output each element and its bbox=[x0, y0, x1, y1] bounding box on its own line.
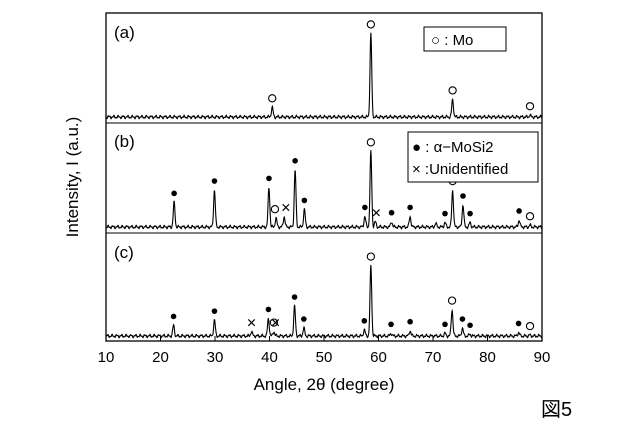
peak-marker-b-circle-filled-7 bbox=[362, 204, 368, 211]
legend-b: ● : α−MoSi2 × :Unidentified bbox=[407, 131, 539, 183]
peak-marker-c-circle-filled-16 bbox=[515, 320, 522, 327]
peak-marker-c-circle-filled-7 bbox=[301, 316, 307, 322]
peak-marker-b-cross-9 bbox=[372, 209, 380, 217]
peak-marker-b-circle-filled-14 bbox=[460, 193, 466, 199]
peak-marker-b-circle-open-3 bbox=[270, 205, 280, 214]
x-tick-label-50: 50 bbox=[316, 349, 333, 366]
peak-marker-b-circle-filled-0 bbox=[171, 190, 177, 197]
legend-mo-label: ○ : Mo bbox=[431, 32, 473, 49]
x-tick-label-90: 90 bbox=[534, 349, 551, 366]
peak-marker-c-circle-filled-12 bbox=[442, 321, 448, 328]
x-tick-label-30: 30 bbox=[207, 349, 224, 366]
peak-marker-c-circle-filled-15 bbox=[467, 322, 473, 329]
x-tick-label-20: 20 bbox=[152, 349, 169, 366]
y-axis-title: Intensity, I (a.u.) bbox=[63, 117, 82, 238]
peak-marker-c-cross-2 bbox=[247, 318, 256, 327]
peak-marker-b-circle-filled-6 bbox=[301, 197, 308, 204]
legend-b-box bbox=[407, 131, 539, 183]
peak-marker-c-cross-5 bbox=[271, 318, 280, 327]
peak-markers bbox=[170, 20, 535, 331]
peak-marker-c-circle-open-9 bbox=[366, 252, 376, 261]
peak-marker-b-circle-filled-12 bbox=[442, 210, 448, 217]
panel-label-a: (a) bbox=[114, 23, 135, 42]
peak-marker-a-circle-open-2 bbox=[448, 86, 457, 95]
legend-mo: ○ : Mo bbox=[423, 26, 507, 52]
x-tick-label-10: 10 bbox=[98, 349, 115, 366]
peak-marker-c-circle-filled-11 bbox=[407, 318, 413, 325]
peak-marker-c-circle-filled-10 bbox=[388, 321, 394, 328]
peak-marker-c-circle-open-4 bbox=[269, 318, 279, 327]
x-tick-label-60: 60 bbox=[370, 349, 387, 366]
legend-mo-box bbox=[423, 26, 507, 52]
figure-label: 図5 bbox=[541, 399, 573, 421]
peak-marker-a-circle-open-0 bbox=[268, 94, 277, 103]
x-tick-label-40: 40 bbox=[261, 349, 278, 366]
peak-marker-b-circle-filled-2 bbox=[266, 175, 272, 182]
x-axis-ticks: 10 20 30 40 50 60 70 80 90 bbox=[98, 336, 551, 366]
peak-marker-b-circle-open-17 bbox=[525, 212, 535, 221]
peak-marker-b-circle-filled-15 bbox=[467, 210, 473, 217]
x-tick-label-80: 80 bbox=[479, 349, 496, 366]
peak-marker-c-circle-filled-1 bbox=[211, 308, 218, 314]
peak-marker-a-circle-open-3 bbox=[525, 102, 535, 111]
legend-mosi2-label: ● : α−MoSi2 bbox=[412, 139, 494, 156]
peak-marker-b-circle-filled-1 bbox=[211, 178, 218, 184]
x-tick-label-70: 70 bbox=[425, 349, 442, 366]
xrd-trace-c bbox=[105, 264, 543, 339]
xrd-trace-b bbox=[105, 150, 543, 230]
peak-marker-b-circle-filled-10 bbox=[388, 209, 395, 216]
peak-marker-b-cross-4 bbox=[282, 203, 290, 212]
xrd-trace-a bbox=[105, 32, 543, 120]
x-axis-title: Angle, 2θ (degree) bbox=[254, 375, 395, 394]
peak-marker-c-circle-filled-0 bbox=[170, 313, 177, 320]
peak-marker-c-circle-filled-8 bbox=[361, 318, 368, 324]
traces bbox=[105, 32, 543, 339]
panel-label-c: (c) bbox=[114, 243, 134, 262]
peak-marker-b-circle-open-8 bbox=[366, 138, 376, 147]
peak-marker-b-circle-filled-5 bbox=[292, 158, 298, 164]
peak-marker-b-circle-filled-11 bbox=[407, 204, 413, 211]
panel-label-b: (b) bbox=[114, 132, 135, 151]
peak-marker-c-circle-filled-14 bbox=[459, 316, 466, 322]
peak-marker-c-circle-open-13 bbox=[447, 296, 457, 305]
legend-unidentified-label: × :Unidentified bbox=[412, 161, 508, 178]
peak-marker-b-circle-filled-16 bbox=[516, 208, 522, 214]
peak-marker-c-circle-filled-3 bbox=[265, 306, 272, 313]
peak-marker-a-circle-open-1 bbox=[366, 20, 376, 29]
peak-marker-c-circle-open-17 bbox=[525, 321, 535, 331]
peak-marker-c-circle-filled-6 bbox=[291, 294, 298, 300]
